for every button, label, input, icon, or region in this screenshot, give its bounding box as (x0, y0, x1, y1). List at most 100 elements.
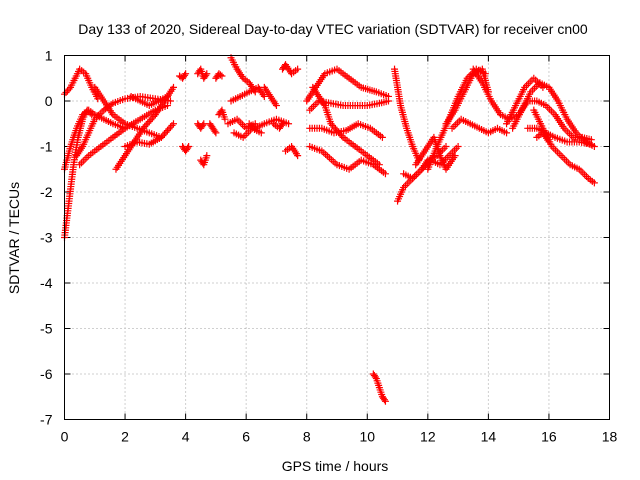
data-point (309, 102, 317, 110)
data-series-arc-at (533, 129, 553, 146)
data-series-arc-k (179, 143, 193, 155)
data-point (561, 155, 569, 163)
data-series-arc-z (282, 143, 302, 160)
data-point (181, 71, 189, 79)
data-point (148, 114, 156, 122)
data-point (448, 124, 456, 132)
data-point (384, 97, 392, 105)
data-point (530, 74, 538, 82)
data-point (545, 138, 553, 146)
data-point (378, 133, 386, 141)
data-point (338, 132, 346, 140)
data-point (452, 144, 460, 152)
data-series-arc-b (61, 65, 102, 103)
data-point (62, 88, 70, 96)
data-point (454, 143, 462, 150)
data-point (306, 106, 314, 114)
y-tick-label: -4 (40, 275, 53, 291)
data-point (590, 179, 598, 187)
y-axis-label: SDTVAR / TECUs (6, 182, 22, 294)
data-point (142, 121, 150, 129)
data-point (562, 126, 570, 134)
data-point (199, 121, 207, 129)
x-tick-label: 6 (242, 429, 250, 445)
y-tick-label: -1 (40, 139, 53, 155)
data-series-arc-m (194, 120, 208, 132)
data-point (524, 80, 532, 88)
data-point (328, 121, 336, 129)
data-point (166, 123, 174, 131)
data-point (203, 152, 211, 160)
data-point (579, 169, 587, 177)
data-point (170, 83, 177, 91)
data-point (200, 120, 208, 128)
y-tick-label: -6 (40, 366, 53, 382)
data-point (547, 107, 555, 115)
data-point (503, 129, 511, 137)
data-point (163, 102, 171, 110)
data-point (411, 173, 419, 181)
x-tick-label: 18 (602, 429, 618, 445)
data-point (308, 104, 316, 112)
x-tick-label: 0 (61, 429, 69, 445)
x-tick-label: 8 (303, 429, 311, 445)
data-point (279, 120, 286, 128)
data-point (141, 123, 149, 131)
data-point (530, 84, 538, 92)
data-series-arc-j (176, 70, 190, 82)
data-point (162, 128, 170, 136)
data-point (203, 70, 211, 78)
data-series-arc-ag (391, 65, 423, 164)
data-point (327, 120, 335, 128)
data-point (150, 112, 158, 120)
data-point (549, 109, 557, 117)
data-point (65, 85, 73, 93)
data-points (61, 54, 598, 405)
data-point (381, 170, 389, 178)
data-series-arc-s (227, 83, 268, 105)
data-point (587, 140, 595, 148)
data-point (168, 121, 176, 129)
y-tick-label: 1 (45, 48, 53, 64)
data-series-arc-h (121, 120, 177, 150)
data-point (64, 87, 72, 95)
data-point (257, 129, 265, 137)
y-tick-label: -2 (40, 184, 53, 200)
data-point (83, 153, 91, 161)
data-point (311, 101, 319, 109)
data-point (294, 152, 302, 160)
data-series-arc-ae (306, 143, 389, 178)
x-tick-label: 14 (481, 429, 497, 445)
data-point (452, 121, 460, 129)
data-series-arc-aa (303, 65, 392, 105)
data-series-arc-af (369, 370, 389, 405)
data-point (333, 127, 341, 135)
data-point (403, 180, 411, 188)
data-point (442, 143, 450, 150)
data-point (451, 152, 459, 160)
data-point (450, 122, 458, 130)
x-tick-labels: 0 2 4 6 8 10 12 14 16 18 (61, 429, 618, 445)
data-point (450, 146, 458, 154)
data-point (563, 157, 571, 165)
data-point (552, 146, 560, 154)
data-point (218, 72, 226, 80)
data-series-arc-aq (515, 97, 595, 144)
x-tick-label: 10 (359, 429, 375, 445)
data-point (285, 120, 293, 128)
plot-frame (64, 55, 610, 420)
data-point (160, 130, 168, 138)
data-point (553, 148, 561, 156)
data-point (294, 65, 302, 73)
data-point (185, 143, 193, 150)
data-series-arc-ao (503, 74, 547, 128)
y-tick-label: -3 (40, 230, 53, 246)
data-series-arc-l (194, 65, 211, 82)
data-point (79, 157, 87, 165)
data-series-arc-x (269, 120, 286, 132)
x-tick-label: 16 (541, 429, 557, 445)
data-point (157, 133, 165, 141)
data-point (582, 173, 590, 181)
data-point (81, 155, 89, 163)
chart-title: Day 133 of 2020, Sidereal Day-to-day VTE… (78, 21, 588, 37)
